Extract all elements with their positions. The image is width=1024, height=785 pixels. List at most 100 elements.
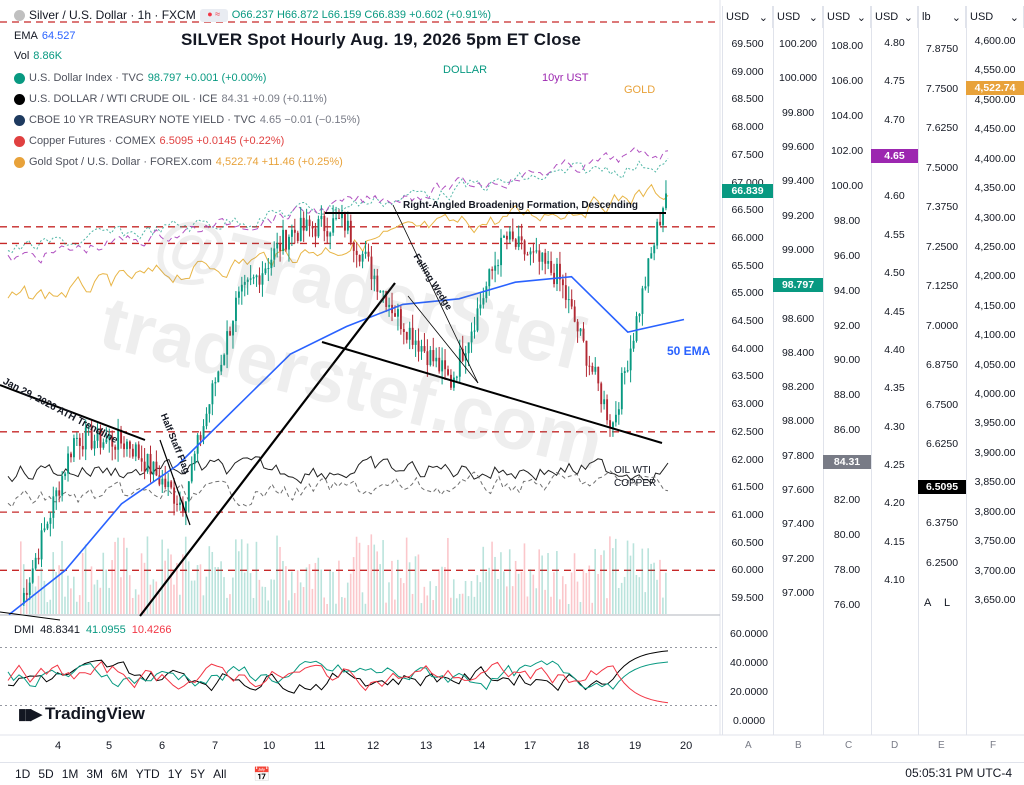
candle-body[interactable] — [123, 443, 125, 450]
candle-body[interactable] — [647, 258, 650, 287]
candle-body[interactable] — [193, 453, 196, 464]
candle-body[interactable] — [282, 229, 285, 252]
candle-body[interactable] — [329, 232, 332, 237]
candle-body[interactable] — [650, 253, 653, 259]
date-range-icon[interactable]: 📅 — [253, 765, 271, 782]
candle-body[interactable] — [246, 279, 249, 282]
candle-body[interactable] — [573, 306, 576, 322]
candle-body[interactable] — [385, 291, 388, 307]
trendline-drawing[interactable] — [321, 341, 663, 444]
candle-body[interactable] — [81, 445, 84, 450]
candle-body[interactable] — [617, 409, 620, 415]
candle-body[interactable] — [612, 422, 614, 428]
candle-body[interactable] — [335, 217, 338, 219]
candle-body[interactable] — [58, 490, 61, 496]
trendline-drawing[interactable] — [139, 282, 396, 617]
price-scale-header-e[interactable]: lb ⌄ — [918, 6, 966, 28]
candle-body[interactable] — [232, 321, 234, 336]
candle-body[interactable] — [632, 340, 635, 349]
candle-body[interactable] — [61, 476, 64, 496]
candle-body[interactable] — [523, 240, 526, 255]
candle-body[interactable] — [202, 426, 205, 440]
candle-body[interactable] — [550, 261, 553, 273]
price-scale-header-c[interactable]: USD ⌄ — [823, 6, 871, 28]
candle-body[interactable] — [508, 231, 511, 240]
candle-body[interactable] — [541, 252, 544, 262]
candle-body[interactable] — [75, 437, 78, 439]
candle-body[interactable] — [264, 268, 267, 274]
candle-body[interactable] — [641, 288, 644, 314]
candle-body[interactable] — [46, 523, 49, 529]
candle-body[interactable] — [40, 530, 43, 560]
candle-body[interactable] — [240, 284, 243, 292]
candle-body[interactable] — [285, 229, 287, 250]
candle-body[interactable] — [491, 269, 494, 271]
candle-body[interactable] — [229, 331, 232, 336]
candle-body[interactable] — [217, 371, 220, 383]
candle-body[interactable] — [444, 360, 447, 370]
candle-body[interactable] — [438, 357, 441, 372]
candle-body[interactable] — [470, 331, 473, 343]
candle-body[interactable] — [146, 453, 149, 472]
candle-body[interactable] — [293, 229, 296, 233]
candle-body[interactable] — [214, 382, 217, 384]
candle-body[interactable] — [43, 528, 46, 531]
candle-body[interactable] — [461, 348, 464, 361]
candle-body[interactable] — [161, 478, 164, 485]
candle-body[interactable] — [255, 275, 258, 278]
candle-body[interactable] — [659, 221, 662, 226]
ema-legend[interactable]: EMA 64.527 — [14, 30, 76, 42]
candle-body[interactable] — [208, 404, 211, 414]
candle-body[interactable] — [170, 481, 173, 488]
candle-body[interactable] — [503, 235, 505, 238]
dmi-plus-di-line[interactable] — [7, 660, 669, 691]
candle-body[interactable] — [308, 219, 311, 227]
candle-body[interactable] — [361, 253, 364, 262]
candle-body[interactable] — [235, 297, 237, 322]
candle-body[interactable] — [529, 251, 532, 255]
candle-body[interactable] — [276, 243, 279, 249]
candle-body[interactable] — [164, 478, 167, 488]
candle-body[interactable] — [432, 350, 435, 362]
candle-body[interactable] — [514, 239, 517, 247]
log-scale-button[interactable]: L — [944, 597, 951, 609]
vol-legend[interactable]: Vol 8.86K — [14, 50, 62, 62]
candle-body[interactable] — [314, 228, 317, 237]
dmi-minus-di-line[interactable] — [7, 660, 669, 704]
candle-body[interactable] — [311, 226, 314, 229]
candle-body[interactable] — [176, 503, 179, 505]
dmi-legend[interactable]: DMI 48.8341 41.0955 10.4266 — [14, 624, 171, 636]
candle-body[interactable] — [379, 291, 382, 293]
trendline-drawing[interactable] — [407, 295, 479, 384]
candle-body[interactable] — [270, 259, 273, 269]
candle-body[interactable] — [458, 348, 461, 377]
candle-body[interactable] — [349, 220, 352, 243]
candle-body[interactable] — [346, 220, 349, 231]
candle-body[interactable] — [556, 263, 558, 285]
candle-body[interactable] — [367, 251, 370, 257]
candle-body[interactable] — [302, 217, 305, 231]
candle-body[interactable] — [482, 298, 485, 305]
candle-body[interactable] — [187, 481, 190, 502]
timeframe-1y-button[interactable]: 1Y — [167, 767, 183, 781]
candle-body[interactable] — [167, 481, 170, 488]
candle-body[interactable] — [364, 251, 367, 254]
candle-body[interactable] — [28, 582, 31, 595]
ema-50-line[interactable] — [8, 275, 685, 616]
price-scale-header-d[interactable]: USD ⌄ — [871, 6, 918, 28]
candle-body[interactable] — [326, 231, 329, 237]
chevron-down-icon[interactable]: ⌄ — [758, 11, 768, 24]
candle-body[interactable] — [600, 383, 603, 405]
candle-body[interactable] — [517, 236, 520, 247]
candle-body[interactable] — [397, 309, 399, 317]
candle-body[interactable] — [535, 250, 538, 252]
candle-body[interactable] — [559, 263, 561, 280]
candle-body[interactable] — [455, 376, 458, 378]
candle-body[interactable] — [355, 250, 358, 255]
candle-body[interactable] — [22, 592, 25, 604]
chevron-down-icon[interactable]: ⌄ — [856, 11, 866, 24]
candle-body[interactable] — [579, 328, 582, 332]
trendline-drawing[interactable] — [0, 611, 61, 621]
legend-row-2[interactable]: CBOE 10 YR TREASURY NOTE YIELD · TVC 4.65… — [14, 114, 360, 126]
price-scale-header-a[interactable]: USD ⌄ — [722, 6, 773, 28]
